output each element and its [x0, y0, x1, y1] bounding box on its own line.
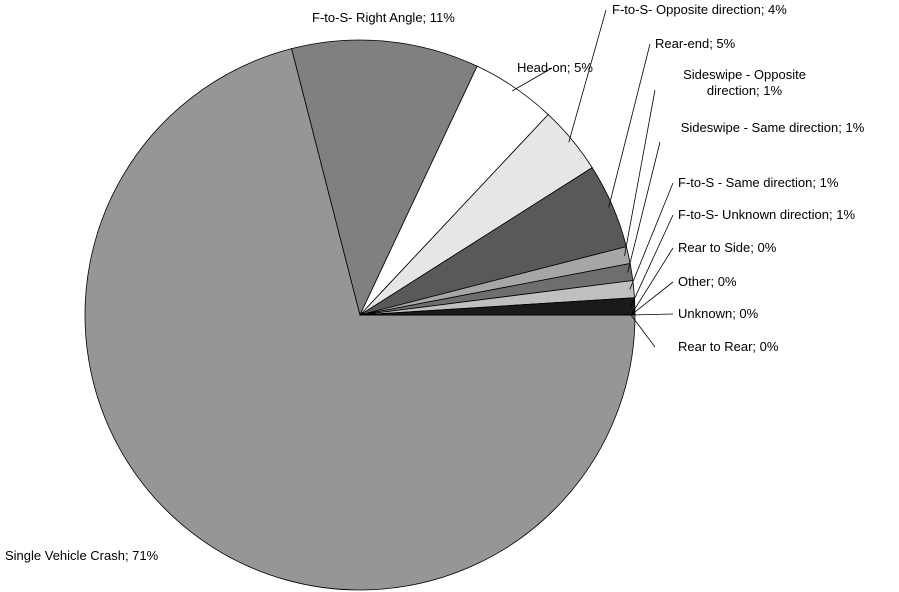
leader-line — [512, 67, 553, 92]
leader-line — [627, 141, 661, 273]
pie-slice — [291, 39, 478, 317]
leader-line — [630, 247, 674, 316]
leader-line — [608, 43, 651, 208]
leader-line — [630, 313, 674, 316]
slice-label: F-to-S- Right Angle; 11% — [312, 10, 455, 25]
slice-label: Rear-end; 5% — [655, 36, 736, 51]
slice-label: Unknown; 0% — [678, 306, 759, 321]
slice-label: Rear to Rear; 0% — [678, 339, 779, 354]
slice-label: F-to-S- Unknown direction; 1% — [678, 207, 856, 222]
pie-slice — [84, 48, 636, 591]
leader-line — [568, 9, 607, 143]
slice-label: Rear to Side; 0% — [678, 240, 777, 255]
slice-label: F-to-S - Same direction; 1% — [678, 175, 839, 190]
leader-line — [630, 214, 674, 307]
slice-label: F-to-S- Opposite direction; 4% — [612, 2, 787, 17]
slice-label: Single Vehicle Crash; 71% — [5, 548, 159, 563]
slice-label: Head-on; 5% — [517, 60, 593, 75]
leader-line — [630, 314, 656, 348]
slice-label: Sideswipe - Same direction; 1% — [680, 120, 865, 135]
slice-label: Other; 0% — [678, 274, 737, 289]
leader-line — [630, 281, 674, 316]
leader-line — [624, 89, 656, 256]
leader-line — [629, 182, 674, 290]
slice-label: Sideswipe - Opposite direction; 1% — [683, 67, 806, 98]
